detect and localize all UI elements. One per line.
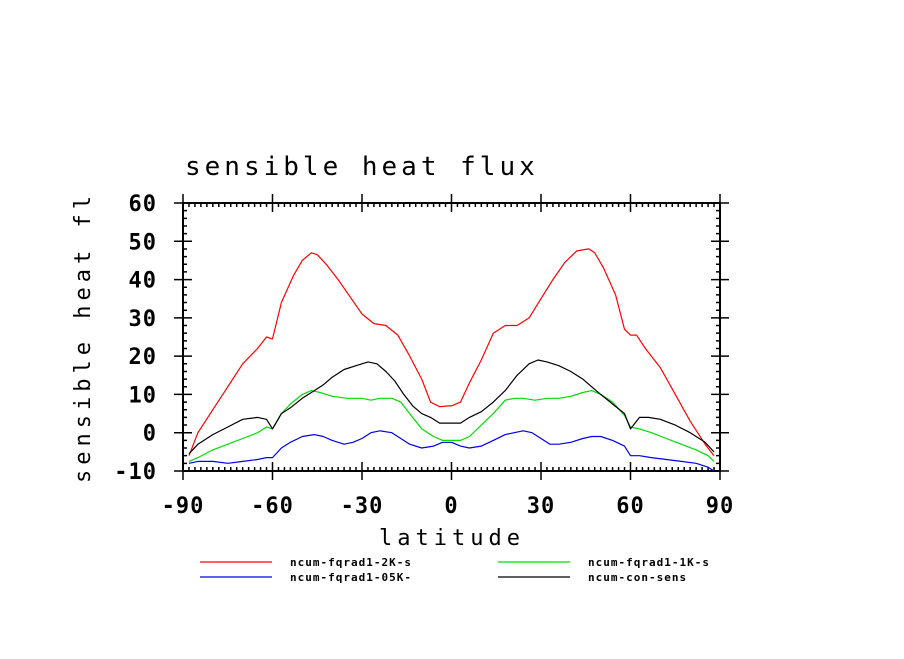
series-line-2: [188, 390, 715, 462]
series-line-3: [188, 430, 715, 472]
axis-ticks: [174, 194, 729, 480]
legend: ncum-fqrad1-2K-s ncum-fqrad1-1K-s ncum-fqr…: [200, 556, 710, 584]
plot-area: [174, 194, 729, 480]
y-tick-label: 0: [143, 422, 157, 447]
x-tick-label: 0: [444, 494, 458, 519]
y-tick-label: 30: [129, 307, 158, 332]
x-tick-labels: -90 -60 -30 0 30 60 90: [162, 494, 735, 519]
x-tick-label: 90: [706, 494, 735, 519]
legend-label: ncum-con-sens: [588, 571, 687, 584]
legend-label: ncum-fqrad1-1K-s: [588, 556, 710, 569]
x-tick-label: -90: [162, 494, 205, 519]
legend-label: ncum-fqrad1-2K-s: [290, 556, 412, 569]
series-lines: [188, 248, 715, 472]
y-axis-label: sensible heat fl: [71, 191, 96, 483]
y-tick-label: 40: [129, 269, 158, 294]
x-axis-label: latitude: [379, 526, 525, 551]
series-line-1: [188, 248, 715, 457]
y-tick-label: 60: [129, 192, 158, 217]
series-line-4: [188, 359, 715, 455]
y-tick-label: 10: [129, 383, 158, 408]
chart-title: sensible heat flux: [185, 152, 539, 182]
plot-frame: [182, 202, 721, 472]
x-tick-label: -30: [341, 494, 384, 519]
x-tick-label: 60: [616, 494, 645, 519]
y-tick-labels: -10 0 10 20 30 40 50 60: [114, 192, 158, 485]
x-tick-label: -60: [251, 494, 294, 519]
y-tick-label: 20: [129, 345, 158, 370]
legend-label: ncum-fqrad1-05K-: [290, 571, 412, 584]
y-tick-label: -10: [114, 460, 157, 485]
tick-marks: [174, 194, 729, 480]
x-tick-label: 30: [527, 494, 556, 519]
y-tick-label: 50: [129, 230, 158, 255]
